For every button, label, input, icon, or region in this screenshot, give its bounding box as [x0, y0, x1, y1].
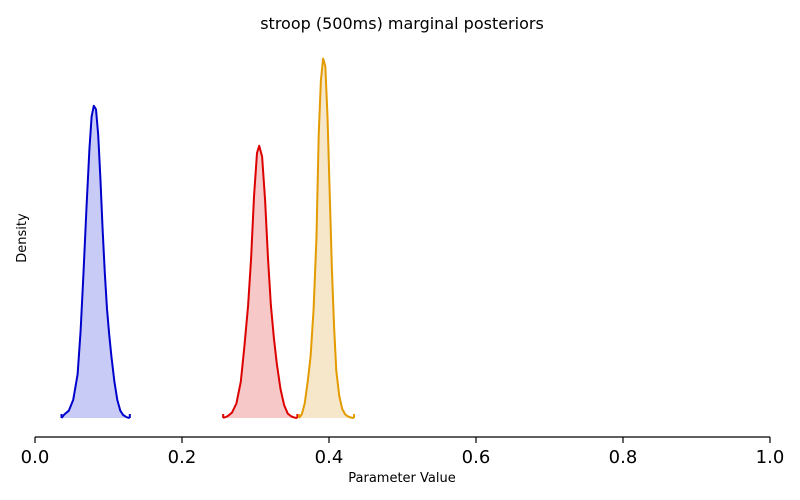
chart-title: stroop (500ms) marginal posteriors [260, 14, 544, 33]
density-curve-2 [222, 144, 298, 419]
x-axis-label: Parameter Value [348, 471, 455, 486]
density-curve-3 [298, 57, 355, 419]
y-axis-label: Density [15, 213, 30, 263]
density-fill-2 [223, 145, 298, 419]
density-fill-1 [61, 105, 130, 419]
x-tick-label: 0.2 [168, 447, 197, 468]
density-curve-1 [60, 104, 131, 419]
x-axis-ticks: 0.0 0.2 0.4 0.6 0.8 1.0 [21, 437, 785, 468]
x-tick-label: 1.0 [756, 447, 785, 468]
x-tick-label: 0.6 [462, 447, 491, 468]
plot-area [60, 57, 355, 419]
x-tick-label: 0.8 [609, 447, 638, 468]
x-tick-label: 0.4 [315, 447, 344, 468]
x-tick-label: 0.0 [21, 447, 50, 468]
